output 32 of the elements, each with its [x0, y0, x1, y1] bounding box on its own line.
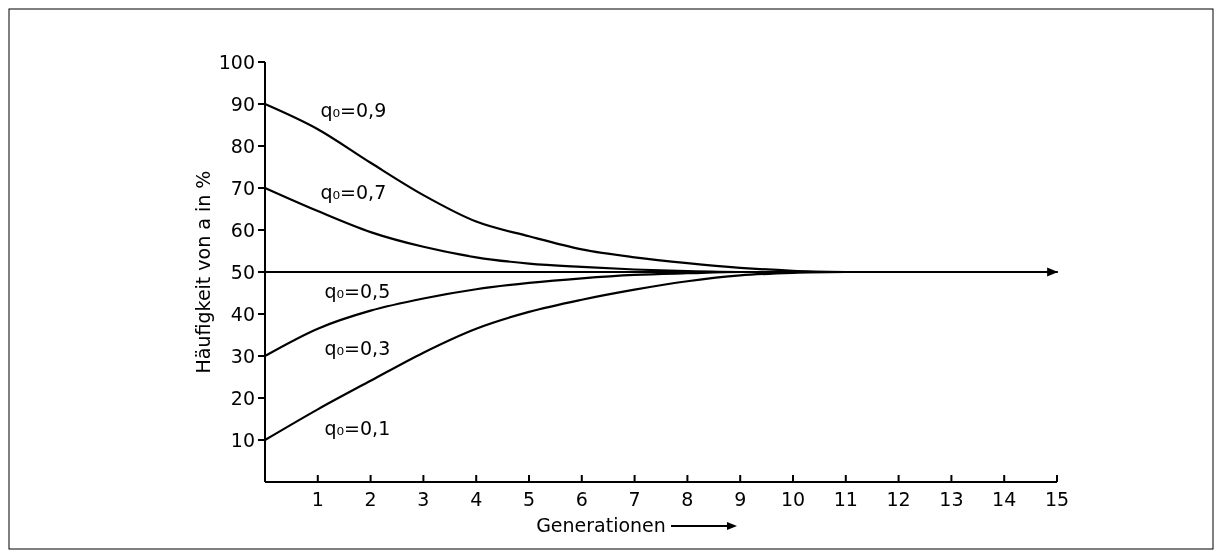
x-axis-title: Generationen [536, 514, 666, 536]
x-tick-label: 7 [628, 488, 641, 510]
y-tick-label: 80 [230, 134, 255, 157]
series-label: q₀=0,1 [324, 417, 391, 440]
x-tick-label: 10 [780, 488, 806, 510]
x-tick-label: 9 [734, 488, 747, 510]
y-tick-label: 30 [230, 344, 255, 367]
y-tick-label: 50 [230, 260, 255, 283]
y-tick-label: 10 [230, 428, 255, 451]
y-tick-label: 40 [230, 302, 255, 325]
y-tick-label: 60 [230, 218, 255, 241]
series-label: q₀=0,9 [320, 99, 387, 122]
series-label: q₀=0,3 [324, 336, 391, 359]
y-tick-label: 20 [230, 386, 255, 409]
y-tick-label: 100 [218, 50, 255, 73]
x-tick-label: 2 [364, 488, 377, 510]
x-tick-label: 4 [470, 488, 483, 510]
x-tick-label: 5 [522, 488, 536, 510]
x-tick-label: 3 [417, 488, 430, 510]
series-label: q₀=0,7 [320, 181, 387, 204]
x-tick-label: 1 [311, 488, 324, 510]
y-tick-label: 70 [230, 176, 255, 199]
x-tick-label: 14 [992, 488, 1017, 510]
x-tick-label: 11 [833, 488, 858, 510]
y-axis-title: Häufigkeit von a in % [192, 170, 214, 374]
y-tick-label: 90 [230, 92, 255, 115]
series-label: q₀=0,5 [324, 280, 391, 302]
x-tick-label: 15 [1044, 488, 1070, 510]
x-tick-label: 8 [681, 488, 694, 510]
x-tick-label: 6 [575, 488, 588, 510]
x-tick-label: 12 [886, 488, 911, 510]
x-tick-label: 13 [939, 488, 964, 510]
